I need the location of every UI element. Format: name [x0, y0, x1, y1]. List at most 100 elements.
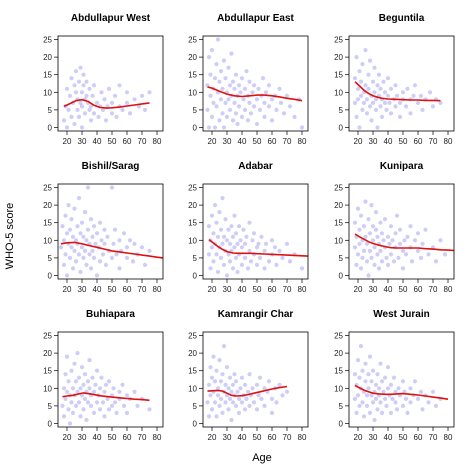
data-point [248, 111, 254, 116]
data-point [247, 248, 252, 253]
data-point [61, 386, 67, 391]
data-point [384, 255, 389, 260]
data-point [147, 248, 152, 253]
data-point [136, 104, 142, 109]
data-point [418, 389, 424, 394]
data-point [355, 393, 361, 398]
y-tick-label: 20 [43, 53, 52, 62]
data-point [211, 100, 216, 105]
data-point [269, 97, 275, 102]
y-tick-label: 0 [193, 271, 198, 280]
data-point [375, 125, 380, 130]
x-tick-label: 50 [108, 137, 117, 146]
data-point [226, 97, 231, 102]
data-point [212, 379, 218, 384]
data-point [208, 393, 213, 398]
data-point [212, 203, 218, 208]
data-point [358, 344, 364, 349]
x-tick-label: 50 [108, 285, 117, 294]
data-point [102, 389, 107, 394]
data-point [239, 114, 245, 119]
x-tick-label: 60 [123, 285, 132, 294]
y-tick-label: 10 [334, 236, 343, 245]
data-point [76, 114, 82, 119]
data-point [292, 114, 297, 119]
data-point [400, 379, 406, 384]
data-point [239, 375, 245, 380]
data-point [232, 86, 237, 91]
data-point [109, 100, 115, 105]
data-point [214, 252, 219, 257]
y-tick-label: 0 [339, 123, 344, 132]
data-point [241, 97, 246, 102]
data-point [70, 234, 76, 239]
data-point [218, 97, 224, 102]
x-tick-label: 80 [153, 433, 162, 442]
data-point [251, 104, 257, 109]
data-point [358, 266, 364, 271]
data-point [217, 118, 222, 123]
data-point [135, 403, 140, 408]
data-point [72, 248, 77, 253]
x-tick-label: 40 [384, 433, 393, 442]
data-point [60, 403, 65, 408]
x-tick-label: 50 [399, 137, 408, 146]
data-point [221, 262, 227, 267]
data-point [223, 76, 228, 81]
data-point [382, 90, 388, 95]
data-point [218, 379, 224, 384]
data-point [102, 97, 107, 102]
data-point [67, 421, 73, 426]
data-point [239, 76, 245, 81]
smooth-curve [63, 98, 150, 109]
x-tick-label: 50 [399, 285, 408, 294]
panel-title: West Jurain [373, 309, 430, 320]
data-point [420, 241, 425, 246]
data-point [97, 386, 103, 391]
panel-frame [202, 35, 309, 132]
data-point [64, 273, 70, 278]
data-point [251, 400, 257, 405]
data-point [127, 111, 133, 116]
data-point [94, 368, 100, 373]
data-point [82, 111, 88, 116]
data-point [415, 248, 421, 253]
y-tick-label: 20 [334, 53, 343, 62]
data-point [280, 393, 285, 398]
y-tick-label: 15 [43, 367, 52, 376]
data-point [94, 100, 100, 105]
data-point [385, 386, 391, 391]
data-point [66, 107, 71, 112]
data-point [63, 396, 68, 401]
data-point [218, 69, 224, 74]
x-tick-label: 70 [283, 285, 292, 294]
data-point [78, 100, 83, 105]
data-point [352, 100, 358, 105]
data-point [78, 269, 83, 275]
smooth-curve [208, 238, 309, 257]
data-point [360, 62, 365, 67]
data-point [251, 231, 257, 236]
data-point [390, 396, 395, 401]
data-point [209, 114, 215, 119]
data-point [147, 90, 152, 95]
data-point [385, 234, 391, 239]
data-point [112, 227, 118, 232]
data-point [403, 396, 409, 401]
data-point [142, 107, 148, 112]
data-point [224, 238, 230, 243]
data-point [363, 234, 368, 239]
data-point [269, 410, 275, 415]
data-point [67, 227, 73, 232]
data-point [409, 259, 415, 264]
data-point [378, 220, 383, 225]
data-point [418, 255, 424, 260]
data-point [360, 368, 365, 373]
data-point [94, 231, 100, 236]
data-point [352, 372, 358, 377]
data-point [379, 259, 385, 264]
data-point [64, 389, 70, 394]
data-point [236, 83, 242, 88]
data-point [235, 241, 240, 246]
